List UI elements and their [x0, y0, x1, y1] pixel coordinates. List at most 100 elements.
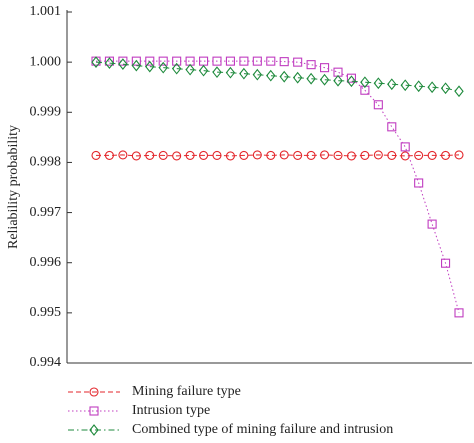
y-tick-label: 0.994 — [30, 355, 62, 370]
marker — [91, 150, 101, 160]
marker — [387, 122, 397, 132]
marker — [118, 56, 128, 66]
marker — [131, 151, 141, 161]
marker — [198, 64, 209, 77]
y-tick-label: 1.001 — [30, 4, 62, 19]
marker — [400, 142, 410, 152]
marker — [441, 258, 451, 268]
marker — [145, 56, 155, 66]
y-tick-label: 0.996 — [30, 255, 62, 270]
marker — [266, 56, 276, 66]
marker — [212, 56, 222, 66]
y-tick-label: 0.999 — [30, 105, 62, 120]
legend-label: Mining failure type — [132, 384, 241, 399]
series-line — [95, 61, 460, 92]
marker — [225, 151, 235, 161]
marker — [346, 151, 356, 161]
marker — [158, 56, 168, 66]
marker — [427, 81, 437, 94]
marker — [320, 63, 330, 73]
marker — [145, 150, 155, 160]
marker — [454, 308, 464, 318]
marker — [279, 150, 289, 160]
legend-marker — [89, 387, 99, 397]
marker — [171, 62, 182, 75]
marker — [118, 58, 128, 71]
marker — [427, 219, 437, 229]
marker — [387, 78, 397, 91]
marker — [306, 60, 316, 70]
marker — [252, 150, 262, 160]
marker — [293, 150, 303, 160]
legend-label: Combined type of mining failure and intr… — [132, 422, 393, 437]
marker — [252, 68, 263, 81]
y-tick-label: 0.998 — [30, 155, 62, 170]
marker — [266, 150, 276, 160]
marker — [172, 151, 182, 161]
marker — [266, 69, 276, 82]
marker — [360, 85, 370, 95]
marker — [346, 75, 357, 88]
marker — [306, 150, 316, 160]
marker — [333, 150, 343, 160]
marker — [319, 73, 330, 86]
marker — [185, 63, 195, 76]
marker — [279, 70, 289, 83]
marker — [239, 67, 249, 80]
marker — [441, 150, 451, 160]
y-tick-label: 0.997 — [30, 205, 62, 220]
marker — [212, 66, 222, 79]
marker — [454, 150, 464, 160]
marker — [413, 80, 424, 93]
marker — [360, 76, 370, 89]
y-tick-label: 0.995 — [30, 305, 62, 320]
legend-marker — [89, 424, 99, 436]
marker — [104, 57, 115, 70]
marker — [225, 66, 236, 79]
marker — [212, 150, 222, 160]
marker — [199, 150, 209, 160]
marker — [320, 150, 330, 160]
marker — [373, 100, 383, 110]
marker — [239, 56, 249, 66]
legend-label: Intrusion type — [132, 403, 210, 418]
marker — [400, 79, 410, 92]
marker — [306, 72, 316, 85]
marker — [158, 61, 168, 74]
marker — [118, 150, 128, 160]
marker — [387, 150, 397, 160]
marker — [360, 150, 370, 160]
marker — [427, 150, 437, 160]
marker — [185, 150, 195, 160]
marker — [373, 77, 384, 90]
marker — [373, 150, 383, 160]
marker — [225, 56, 235, 66]
marker — [239, 150, 249, 160]
marker — [454, 85, 464, 98]
marker — [279, 57, 289, 67]
marker — [414, 150, 424, 160]
marker — [400, 151, 410, 161]
marker — [292, 71, 303, 84]
marker — [131, 56, 141, 66]
marker — [145, 60, 155, 73]
marker — [104, 150, 114, 160]
marker — [414, 178, 424, 188]
marker — [333, 74, 343, 87]
marker — [91, 56, 101, 69]
marker — [440, 82, 451, 95]
marker — [158, 150, 168, 160]
y-axis-label: Reliability probability — [6, 125, 21, 249]
marker — [172, 56, 182, 66]
series-line — [96, 154, 460, 157]
series-line — [96, 60, 460, 313]
marker — [252, 56, 262, 66]
marker — [104, 56, 114, 66]
marker — [293, 57, 303, 67]
legend-marker — [89, 406, 99, 416]
marker — [131, 59, 142, 72]
y-tick-label: 1.000 — [30, 54, 62, 69]
marker — [346, 73, 356, 83]
